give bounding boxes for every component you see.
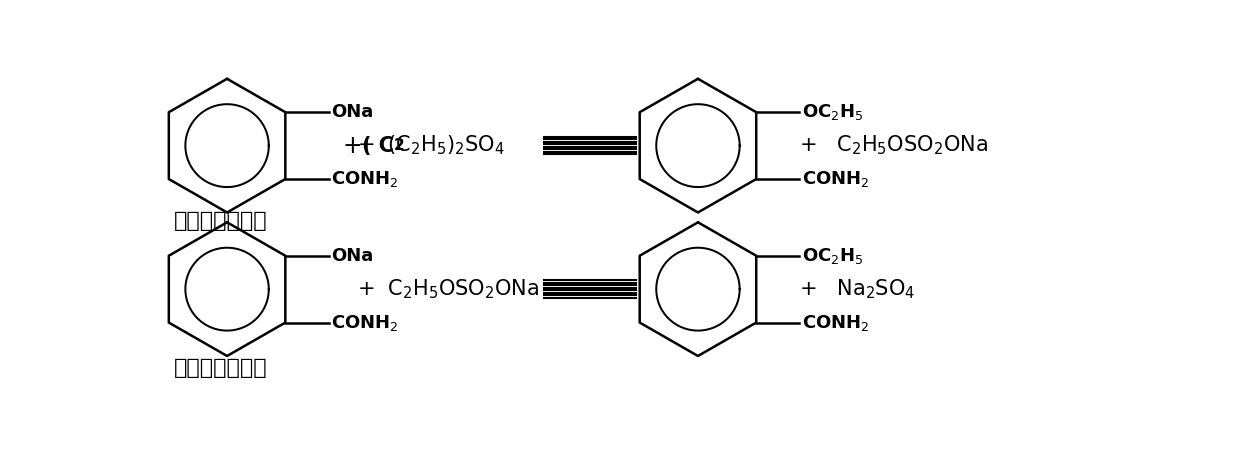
Text: OC$_2$H$_5$: OC$_2$H$_5$: [802, 246, 864, 266]
Text: $+$   $\mathregular{Na_2SO_4}$: $+$ $\mathregular{Na_2SO_4}$: [799, 277, 915, 301]
Text: ( C: ( C: [362, 136, 393, 156]
Text: CONH$_2$: CONH$_2$: [331, 169, 398, 189]
Text: （强放热反应）: （强放热反应）: [174, 211, 268, 231]
Text: ONa: ONa: [331, 103, 373, 121]
Text: ONa: ONa: [331, 247, 373, 265]
Text: $+$  $\mathregular{C_2H_5OSO_2ONa}$: $+$ $\mathregular{C_2H_5OSO_2ONa}$: [357, 277, 539, 301]
Text: 2: 2: [393, 138, 404, 153]
Text: CONH$_2$: CONH$_2$: [802, 313, 869, 333]
Text: OC$_2$H$_5$: OC$_2$H$_5$: [802, 102, 864, 122]
Text: $+$  $( \mathregular{C_2H_5})_2\mathregular{SO_4}$: $+$ $( \mathregular{C_2H_5})_2\mathregul…: [357, 134, 505, 158]
Text: CONH$_2$: CONH$_2$: [802, 169, 869, 189]
Text: $+$   $\mathregular{C_2H_5OSO_2ONa}$: $+$ $\mathregular{C_2H_5OSO_2ONa}$: [799, 134, 988, 158]
Text: +: +: [342, 134, 362, 158]
Text: （强放热反应）: （强放热反应）: [174, 358, 268, 378]
Text: CONH$_2$: CONH$_2$: [331, 313, 398, 333]
